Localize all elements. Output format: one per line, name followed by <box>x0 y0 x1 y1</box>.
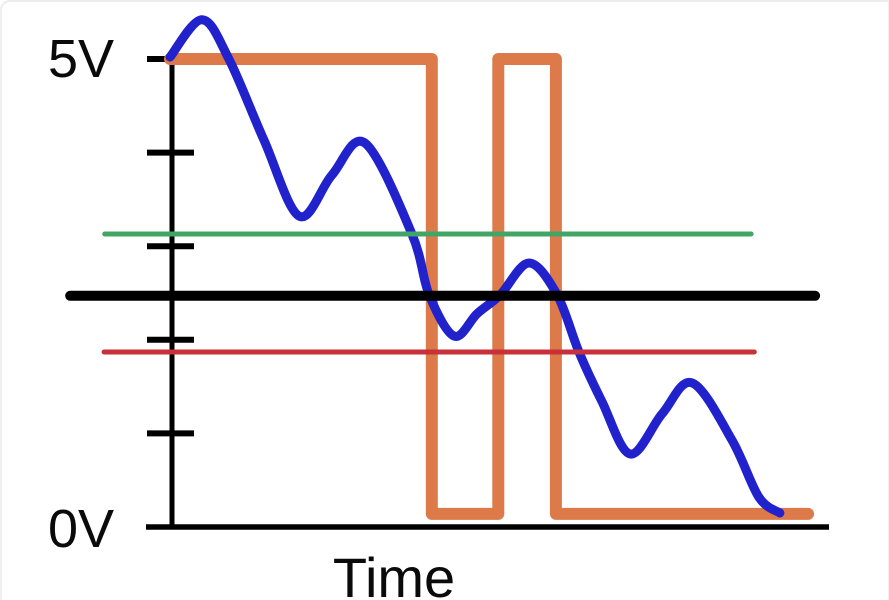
digital-output-path <box>164 53 815 520</box>
x-axis-label-time: Time <box>332 546 456 600</box>
analog-signal-path <box>165 15 785 518</box>
analog-signal-group <box>165 15 785 518</box>
y-axis-label-5v: 5V <box>47 29 114 89</box>
digital-output-group <box>164 53 815 520</box>
y-axis-label-0v: 0V <box>47 499 114 559</box>
threshold-lines-group <box>65 231 821 355</box>
